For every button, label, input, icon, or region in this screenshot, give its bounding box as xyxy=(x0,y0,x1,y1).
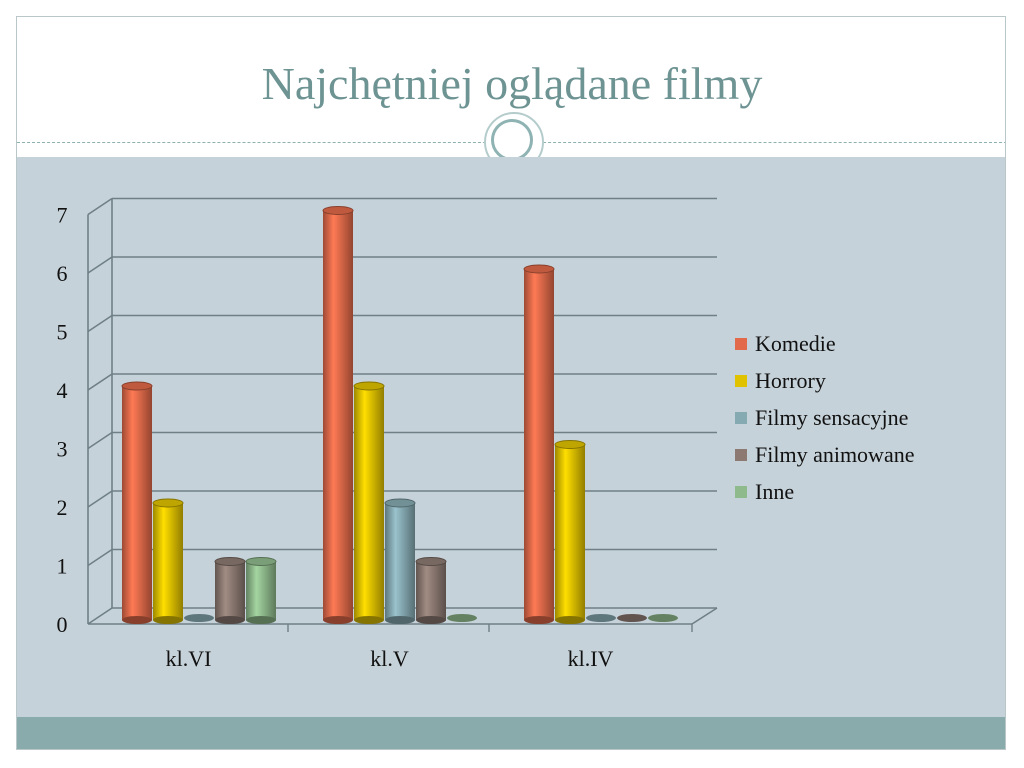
bar-top xyxy=(152,498,184,508)
bar-base xyxy=(323,616,353,624)
footer-band xyxy=(17,717,1005,749)
gridline-depth xyxy=(87,314,113,333)
gridline-depth xyxy=(87,256,113,274)
bar xyxy=(524,269,554,620)
legend-label: Horrory xyxy=(755,367,826,393)
floor-right-edge xyxy=(691,607,718,625)
y-tick-label: 7 xyxy=(57,203,68,228)
legend-label: Inne xyxy=(755,478,795,504)
bar-top xyxy=(245,557,277,566)
legend-item: Komedie xyxy=(735,325,914,362)
legend-swatch xyxy=(735,411,747,424)
bar-zero xyxy=(617,614,647,622)
bar-top xyxy=(322,206,354,215)
bar-top xyxy=(415,557,447,566)
bar xyxy=(153,503,183,620)
bar xyxy=(323,210,353,620)
bar-top xyxy=(353,381,385,391)
legend-swatch xyxy=(735,448,747,461)
gridline-depth xyxy=(87,490,113,508)
x-tick-label: kl.VI xyxy=(166,646,212,671)
bar-base xyxy=(215,616,245,624)
chart-legend: Komedie Horrory Filmy sensacyjne Filmy anim… xyxy=(735,325,914,510)
y-tick-label: 0 xyxy=(57,612,68,637)
bar-top xyxy=(384,498,416,508)
gridline-depth xyxy=(87,431,113,450)
bar-base xyxy=(555,616,585,624)
bar xyxy=(385,503,415,620)
legend-item: Horrory xyxy=(735,362,914,399)
bar-base xyxy=(354,616,384,624)
legend-swatch xyxy=(735,337,747,350)
gridline-depth xyxy=(87,373,113,391)
bar xyxy=(246,561,276,620)
bar-base xyxy=(246,616,276,624)
legend-item: Filmy sensacyjne xyxy=(735,399,914,436)
bar-zero xyxy=(586,614,616,622)
y-tick-label: 4 xyxy=(57,378,68,403)
y-tick-label: 2 xyxy=(57,495,68,520)
y-tick-label: 6 xyxy=(57,261,68,286)
bar-zero xyxy=(447,614,477,622)
legend-label: Komedie xyxy=(755,330,836,356)
bar-top xyxy=(121,381,153,391)
legend-label: Filmy sensacyjne xyxy=(755,404,909,430)
x-tick-label: kl.V xyxy=(370,646,409,671)
legend-item: Inne xyxy=(735,473,914,510)
gridline-depth xyxy=(87,548,113,567)
bar-top xyxy=(554,440,586,449)
bar-base xyxy=(153,616,183,624)
y-tick-label: 5 xyxy=(57,320,68,345)
legend-swatch xyxy=(735,485,747,498)
slide-title: Najchętniej oglądane filmy xyxy=(261,58,763,109)
legend-item: Filmy animowane xyxy=(735,436,914,473)
bar-base xyxy=(122,616,152,624)
y-tick-label: 1 xyxy=(57,554,68,579)
bar-top xyxy=(214,557,246,566)
bar xyxy=(416,561,446,620)
x-tick-label: kl.IV xyxy=(568,646,614,671)
gridline-depth xyxy=(87,607,113,625)
bar-base xyxy=(416,616,446,624)
slide-frame: Najchętniej oglądane filmy xyxy=(16,16,1006,750)
bar xyxy=(555,444,585,620)
bar-base xyxy=(385,616,415,624)
bar-zero xyxy=(184,614,214,622)
bar-base xyxy=(524,616,554,624)
legend-label: Filmy animowane xyxy=(755,441,915,467)
bar-top xyxy=(523,264,555,274)
bar-zero xyxy=(648,614,678,622)
bar xyxy=(354,386,384,620)
gridline-depth xyxy=(87,197,113,216)
bar xyxy=(215,561,245,620)
legend-swatch xyxy=(735,374,747,387)
bar xyxy=(122,386,152,620)
y-tick-label: 3 xyxy=(57,437,68,462)
